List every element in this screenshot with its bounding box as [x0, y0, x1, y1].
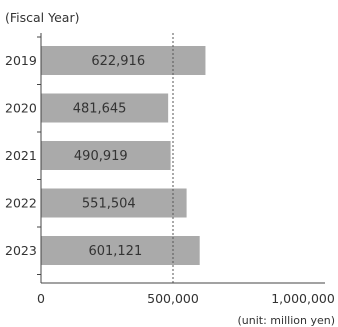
value-label-2021: 490,919 [74, 149, 128, 164]
category-label-2019: 2019 [5, 53, 37, 68]
unit-note: (unit: million yen) [238, 314, 336, 327]
bar-2022 [41, 188, 187, 218]
category-label-2023: 2023 [5, 243, 37, 258]
bar-2019 [41, 46, 206, 75]
category-label-2022: 2022 [5, 196, 37, 211]
bar-2021 [41, 141, 171, 170]
axis-title: (Fiscal Year) [5, 10, 79, 25]
value-label-2022: 551,504 [82, 197, 136, 212]
x-tick-label-500,000: 500,000 [147, 291, 199, 306]
value-label-2023: 601,121 [88, 244, 142, 259]
value-label-2020: 481,645 [73, 102, 127, 117]
x-tick-label-0: 0 [37, 291, 45, 306]
bar-2020 [41, 93, 169, 123]
category-label-2020: 2020 [5, 101, 37, 116]
plot-area: 622,916 2019 481,645 2020 490,919 2021 551,504… [5, 33, 335, 306]
x-tick-label-1,000,000: 1,000,000 [271, 291, 335, 306]
category-label-2021: 2021 [5, 148, 37, 163]
value-label-2019: 622,916 [91, 54, 145, 69]
